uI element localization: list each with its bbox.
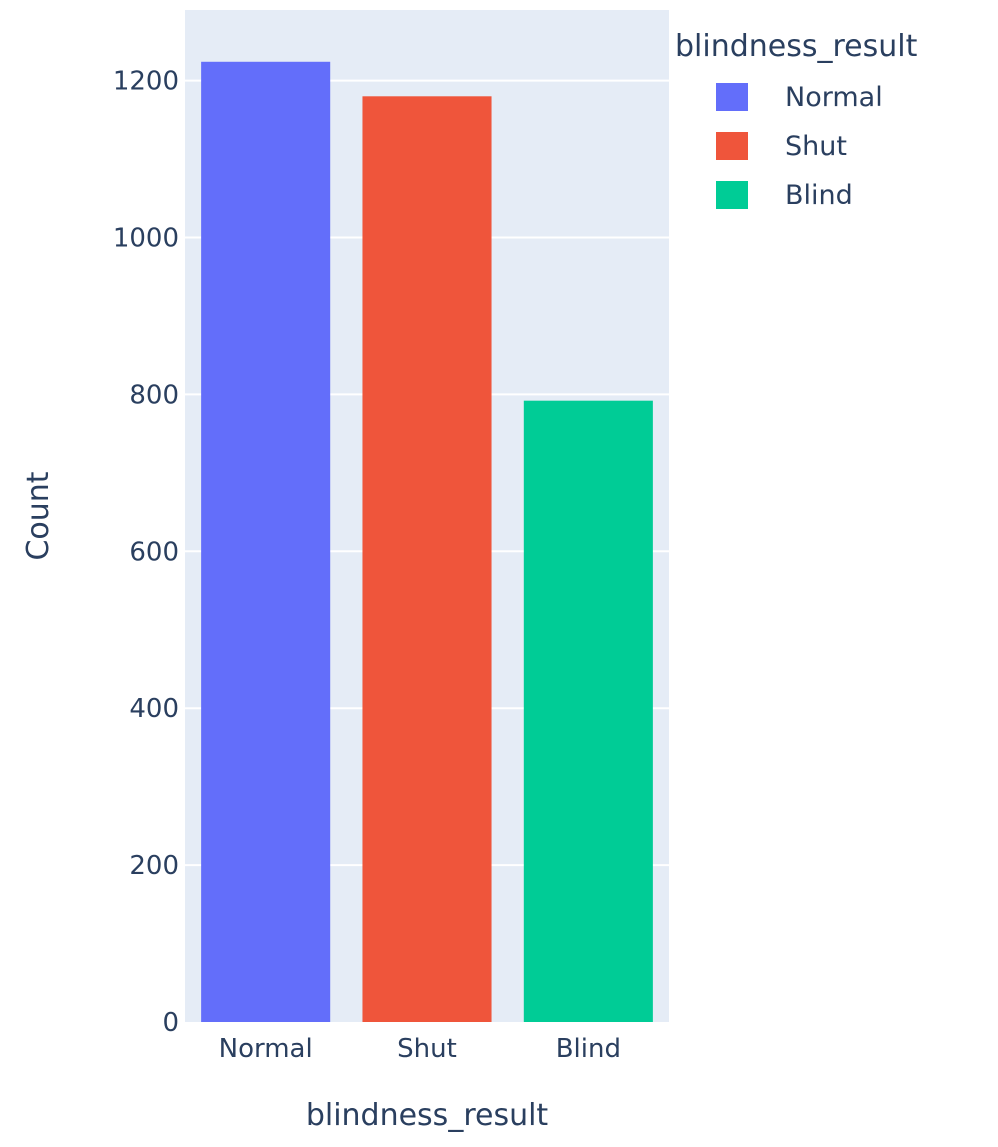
x-tick-label: Normal: [219, 1034, 313, 1064]
legend-items: Normal Shut Blind: [716, 82, 883, 211]
legend-label-normal: Normal: [785, 82, 883, 113]
legend: blindness_result Normal Shut Blind: [675, 29, 918, 211]
y-tick-label: 1000: [113, 224, 179, 254]
y-tick-label: 0: [162, 1008, 179, 1038]
x-tick-labels: Normal Shut Blind: [219, 1034, 621, 1064]
y-tick-labels: 0 200 400 600 800 1000 1200: [113, 67, 179, 1038]
y-tick-label: 800: [129, 380, 179, 410]
x-axis-title: blindness_result: [306, 1098, 549, 1133]
legend-label-shut: Shut: [785, 131, 847, 162]
y-tick-label: 200: [129, 851, 179, 881]
legend-title: blindness_result: [675, 29, 918, 64]
x-tick-label: Blind: [556, 1034, 621, 1064]
x-tick-label: Shut: [397, 1034, 457, 1064]
legend-swatch-shut: [716, 132, 748, 160]
legend-label-blind: Blind: [785, 180, 853, 211]
y-tick-label: 1200: [113, 67, 179, 97]
y-tick-label: 400: [129, 694, 179, 724]
bar-blind: [523, 400, 653, 1022]
y-tick-label: 600: [129, 537, 179, 567]
bars: [201, 61, 653, 1023]
bar-normal: [201, 61, 331, 1023]
y-axis-title: Count: [21, 471, 56, 560]
bar-shut: [362, 96, 492, 1023]
legend-swatch-blind: [716, 181, 748, 209]
legend-swatch-normal: [716, 83, 748, 111]
